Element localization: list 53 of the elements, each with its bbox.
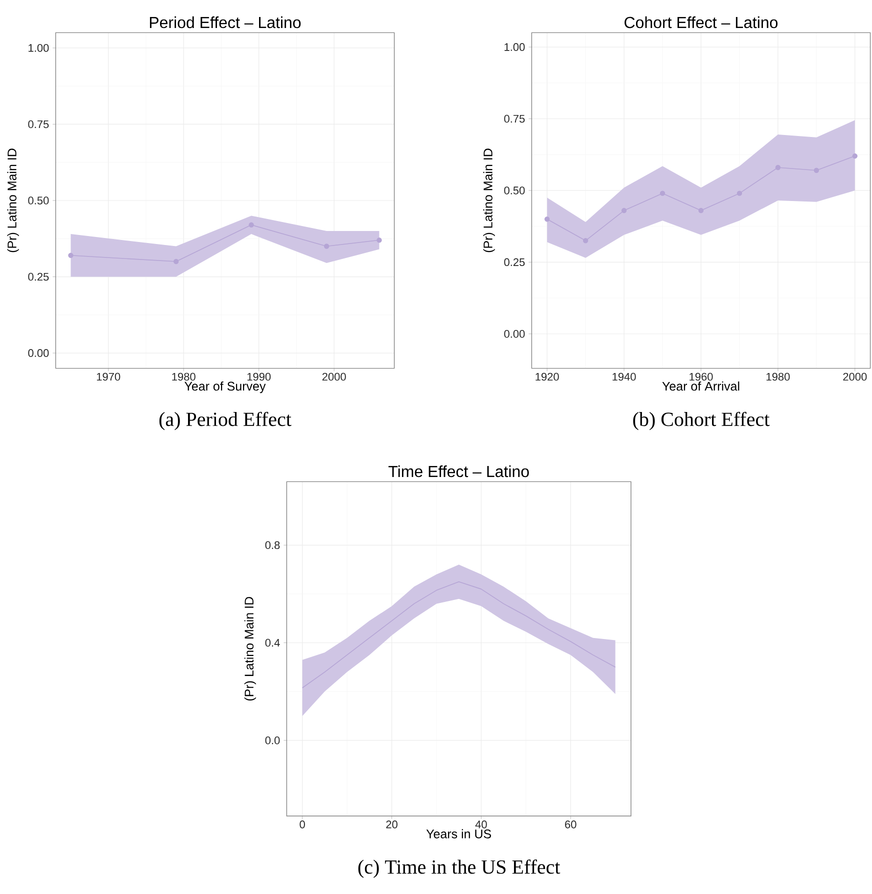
- y-tick-label: 0.50: [504, 186, 525, 194]
- y-tick-label: 0.25: [28, 272, 49, 281]
- x-tick-label: 1980: [766, 372, 790, 381]
- point: [376, 238, 382, 243]
- y-tick-label: 0.25: [504, 258, 525, 266]
- y-axis-title: (Pr) Latino Main ID: [483, 148, 495, 252]
- x-tick-label: 1960: [690, 372, 713, 381]
- point: [814, 168, 820, 173]
- x-tick-label: 0: [300, 820, 305, 828]
- point: [544, 216, 550, 222]
- point: [698, 208, 704, 214]
- x-tick-label: 1920: [536, 372, 559, 381]
- y-tick-label: 0.00: [28, 349, 49, 357]
- y-tick-label: 0.00: [504, 330, 525, 338]
- x-tick-label: 60: [565, 820, 576, 828]
- point: [324, 244, 330, 249]
- y-tick-label: 0.4: [265, 638, 280, 647]
- x-axis-title: Years in US: [426, 829, 492, 838]
- x-tick-label: 1990: [247, 372, 271, 381]
- y-tick-label: 0.75: [504, 114, 525, 123]
- x-tick-label: 1980: [172, 372, 196, 381]
- x-tick-label: 1940: [612, 372, 636, 381]
- point: [736, 190, 742, 196]
- x-tick-label: 2000: [322, 372, 346, 381]
- x-tick-label: 20: [386, 820, 398, 828]
- y-tick-label: 0.75: [28, 120, 49, 128]
- x-axis-title: Year of Arrival: [662, 381, 740, 391]
- chart-title: Time Effect – Latino: [388, 465, 529, 478]
- x-tick-label: 40: [475, 820, 487, 828]
- chart-title: Period Effect – Latino: [150, 16, 301, 28]
- y-tick-label: 0.8: [265, 541, 280, 550]
- point: [582, 238, 588, 244]
- point: [775, 164, 781, 170]
- text: (c) Time in the US Effect: [358, 860, 560, 878]
- point: [621, 208, 627, 214]
- point: [660, 190, 666, 196]
- y-tick-label: 0.0: [265, 736, 280, 744]
- y-tick-label: 1.00: [28, 44, 49, 52]
- point: [173, 258, 179, 264]
- y-axis-title: (Pr) Latino Main ID: [7, 148, 19, 252]
- y-tick-label: 0.50: [28, 196, 49, 204]
- chart-title: Cohort Effect – Latino: [624, 16, 778, 28]
- x-tick-label: 2000: [843, 372, 867, 381]
- x-axis-title: Year of Survey: [184, 381, 266, 394]
- y-axis-title: (Pr) Latino Main ID: [244, 597, 256, 701]
- point: [248, 222, 254, 228]
- point: [68, 252, 74, 258]
- point: [852, 153, 858, 159]
- text: (a) Period Effect: [159, 412, 292, 430]
- line-series: [302, 581, 616, 688]
- y-tick-label: 1.00: [504, 43, 525, 51]
- x-tick-label: 1970: [96, 372, 120, 381]
- text: (b) Cohort Effect: [633, 412, 770, 430]
